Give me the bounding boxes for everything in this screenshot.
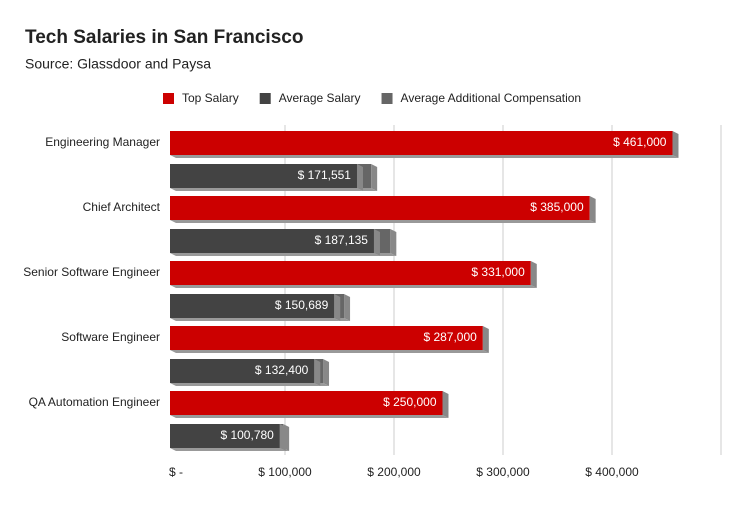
bar-bevel: [323, 359, 330, 386]
value-label: $ 150,689: [275, 298, 329, 312]
bar-bevel: [482, 326, 489, 353]
bar: [170, 359, 315, 383]
x-tick-label: $ 400,000: [585, 465, 639, 479]
bar-bevel: [589, 196, 596, 223]
bar-bevel: [170, 318, 341, 321]
value-label: $ 132,400: [255, 363, 309, 377]
bar-bevel: [170, 448, 286, 451]
bar-bevel: [356, 164, 363, 191]
bar-bevel: [170, 188, 363, 191]
bar-bevel: [314, 359, 321, 386]
bar-bevel: [279, 424, 286, 451]
value-label: $ 331,000: [471, 265, 525, 279]
value-label: $ 171,551: [298, 168, 352, 182]
bar: [170, 196, 590, 220]
bar: [170, 294, 335, 318]
value-label: $ 461,000: [613, 135, 667, 149]
bar-bevel: [334, 294, 341, 321]
value-label: $ 187,135: [315, 233, 369, 247]
bar-bevel: [344, 294, 351, 321]
x-tick-label: $ 200,000: [367, 465, 421, 479]
bar: [170, 131, 673, 155]
bar: [170, 326, 483, 350]
bar-bevel: [390, 229, 397, 256]
legend-swatch: [259, 93, 271, 104]
bar: [170, 391, 443, 415]
bar-bevel: [170, 383, 321, 386]
bar: [170, 229, 374, 253]
category-label: Senior Software Engineer: [23, 265, 160, 279]
category-label: Engineering Manager: [45, 135, 160, 149]
bar-bevel: [530, 261, 537, 288]
category-label: Software Engineer: [61, 330, 160, 344]
x-tick-label: $ 300,000: [476, 465, 530, 479]
bar-bevel: [442, 391, 449, 418]
legend-label: Average Salary: [279, 91, 361, 105]
bar-bevel: [371, 164, 378, 191]
value-label: $ 287,000: [423, 330, 477, 344]
legend-swatch: [381, 93, 393, 104]
bar-bevel: [170, 350, 489, 353]
chart-title: Tech Salaries in San Francisco: [25, 27, 303, 48]
bar-bevel: [170, 285, 537, 288]
legend-label: Top Salary: [182, 91, 239, 105]
bar-bevel: [170, 155, 679, 158]
value-label: $ 250,000: [383, 395, 437, 409]
legend-swatch: [163, 93, 174, 104]
category-label: QA Automation Engineer: [29, 395, 160, 409]
bar: [170, 261, 531, 285]
bar-bevel: [170, 253, 380, 256]
bar-bevel: [170, 415, 449, 418]
bar: [170, 164, 357, 188]
x-tick-label: $ 100,000: [258, 465, 312, 479]
chart-subtitle: Source: Glassdoor and Paysa: [25, 56, 211, 72]
x-tick-label: $ -: [169, 465, 183, 479]
bar-bevel: [672, 131, 679, 158]
legend-label: Average Additional Compensation: [401, 91, 582, 105]
category-label: Chief Architect: [83, 200, 161, 214]
bar-bevel: [170, 220, 596, 223]
value-label: $ 100,780: [220, 428, 274, 442]
bar: [170, 424, 280, 448]
bar-bevel: [373, 229, 380, 256]
value-label: $ 385,000: [530, 200, 584, 214]
